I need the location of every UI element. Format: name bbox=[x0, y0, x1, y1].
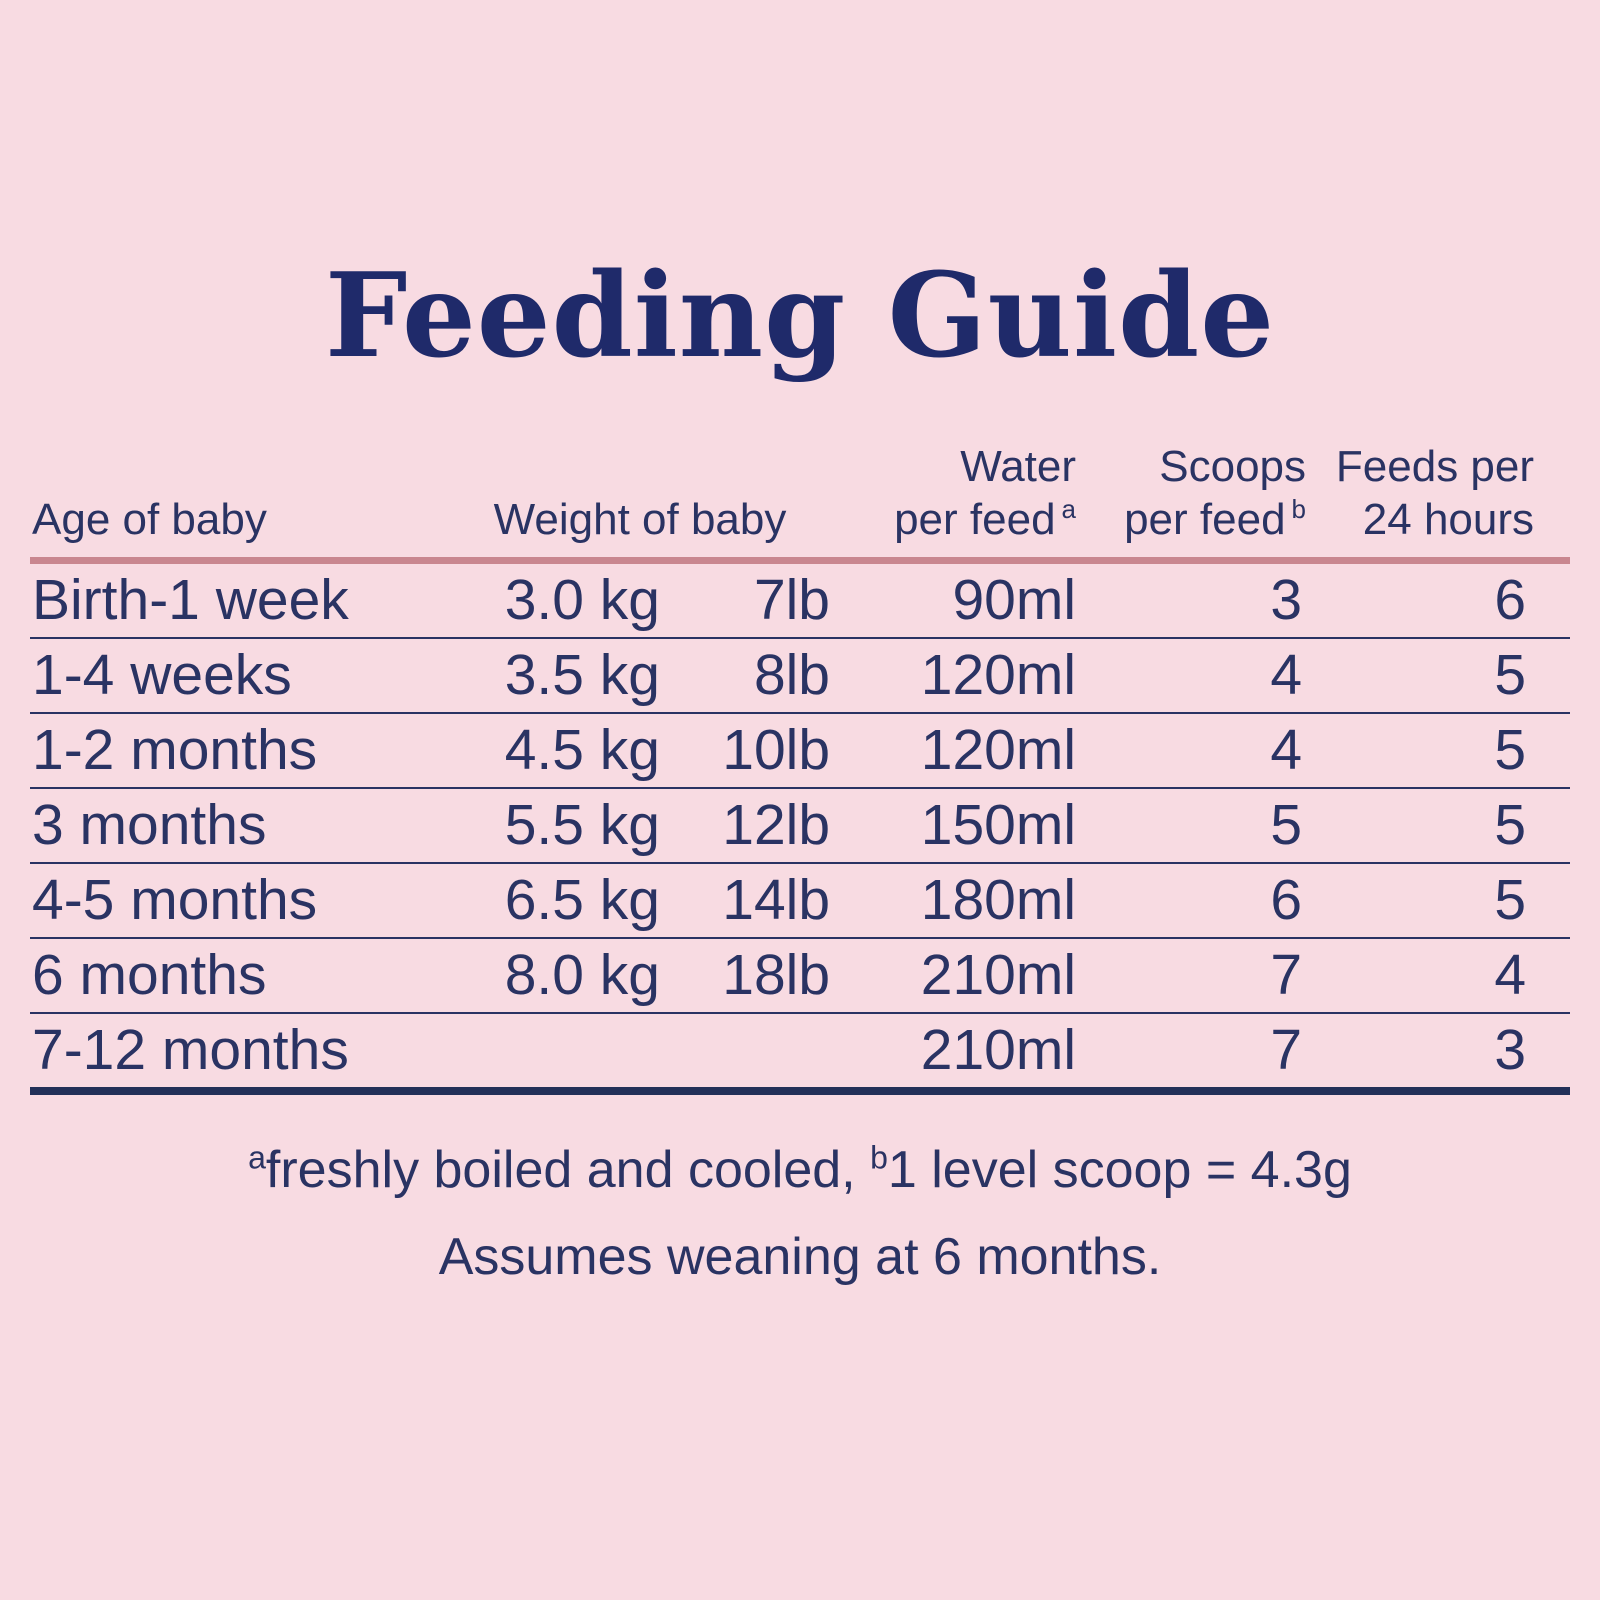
cell-scoops: 3 bbox=[1270, 567, 1303, 632]
header-feeds-line1: Feeds per bbox=[1335, 442, 1535, 491]
cell-weight-kg: 3.5 kg bbox=[504, 642, 660, 707]
cell-age: Birth-1 week bbox=[32, 567, 349, 632]
header-scoops-line1: Scoops bbox=[1159, 442, 1307, 491]
page-title: Feeding Guide bbox=[324, 248, 1275, 384]
header-weight-of-baby: Weight of baby bbox=[493, 494, 787, 544]
cell-weight-lb: 8lb bbox=[753, 642, 831, 707]
header-feeds-per-24-hours: Feeds per 24 hours bbox=[1310, 441, 1570, 560]
header-water-per-feed: Water per feed a bbox=[830, 441, 1080, 560]
cell-age: 3 months bbox=[32, 792, 267, 857]
header-water-line2: per feed bbox=[894, 494, 1056, 544]
cell-scoops: 5 bbox=[1270, 792, 1303, 857]
cell-water: 210ml bbox=[920, 942, 1077, 1007]
header-age-of-baby: Age of baby bbox=[32, 494, 267, 544]
cell-weight-lb: 14lb bbox=[722, 867, 831, 932]
table-row: 1-4 weeks 3.5 kg 8lb 120ml 4 5 bbox=[30, 637, 1571, 713]
footnotes: afreshly boiled and cooled, b1 level sco… bbox=[0, 1133, 1600, 1296]
cell-feeds: 5 bbox=[1494, 867, 1527, 932]
cell-weight-kg: 8.0 kg bbox=[504, 942, 660, 1007]
cell-water: 120ml bbox=[920, 717, 1077, 782]
cell-age: 6 months bbox=[32, 942, 267, 1007]
footnote-line-2: Assumes weaning at 6 months. bbox=[438, 1227, 1162, 1286]
cell-scoops: 4 bbox=[1270, 642, 1303, 707]
cell-scoops: 7 bbox=[1270, 942, 1303, 1007]
table-row: 4-5 months 6.5 kg 14lb 180ml 6 5 bbox=[30, 862, 1571, 938]
cell-feeds: 4 bbox=[1494, 942, 1527, 1007]
header-water-line1: Water bbox=[960, 442, 1077, 491]
footnote-text-a: freshly boiled and cooled, bbox=[265, 1140, 871, 1199]
cell-water: 180ml bbox=[920, 867, 1077, 932]
footnote-marker-b: b bbox=[1291, 494, 1307, 525]
cell-feeds: 5 bbox=[1494, 642, 1527, 707]
cell-scoops: 4 bbox=[1270, 717, 1303, 782]
cell-age: 4-5 months bbox=[32, 867, 318, 932]
cell-feeds: 5 bbox=[1494, 717, 1527, 782]
cell-water: 210ml bbox=[920, 1017, 1077, 1082]
table-header-row: Age of baby Weight of baby Water per fee… bbox=[30, 441, 1571, 561]
footnote-marker-b: b bbox=[870, 1139, 888, 1176]
footnote-text-b: 1 level scoop = 4.3g bbox=[887, 1140, 1352, 1199]
cell-weight-lb: 18lb bbox=[722, 942, 831, 1007]
cell-water: 90ml bbox=[952, 567, 1077, 632]
table-row: Birth-1 week 3.0 kg 7lb 90ml 3 6 bbox=[30, 560, 1570, 638]
cell-weight-kg: 6.5 kg bbox=[504, 867, 660, 932]
footnote-marker-a: a bbox=[1061, 494, 1077, 525]
cell-weight-lb: 10lb bbox=[722, 717, 831, 782]
feeding-guide-table: Age of baby Weight of baby Water per fee… bbox=[30, 441, 1571, 1095]
cell-water: 120ml bbox=[920, 642, 1077, 707]
cell-feeds: 6 bbox=[1494, 567, 1527, 632]
table-row: 1-2 months 4.5 kg 10lb 120ml 4 5 bbox=[30, 712, 1571, 788]
cell-age: 1-2 months bbox=[32, 717, 318, 782]
footnote-marker-a: a bbox=[248, 1139, 266, 1176]
cell-weight-lb bbox=[660, 1013, 830, 1091]
cell-weight-lb: 12lb bbox=[722, 792, 831, 857]
cell-age: 1-4 weeks bbox=[32, 642, 292, 707]
cell-feeds: 3 bbox=[1494, 1017, 1527, 1082]
table-row: 7-12 months 210ml 7 3 bbox=[30, 1012, 1571, 1091]
cell-weight-kg: 4.5 kg bbox=[504, 717, 660, 782]
header-scoops-line2: per feed bbox=[1124, 494, 1286, 544]
cell-weight-kg: 5.5 kg bbox=[504, 792, 660, 857]
table-row: 3 months 5.5 kg 12lb 150ml 5 5 bbox=[30, 787, 1571, 863]
footnote-line-1: afreshly boiled and cooled, b1 level sco… bbox=[0, 1133, 1600, 1208]
header-scoops-per-feed: Scoops per feed b bbox=[1080, 441, 1310, 560]
header-feeds-line2: 24 hours bbox=[1362, 494, 1535, 544]
cell-scoops: 6 bbox=[1270, 867, 1303, 932]
cell-scoops: 7 bbox=[1270, 1017, 1303, 1082]
cell-age: 7-12 months bbox=[32, 1017, 349, 1082]
table-row: 6 months 8.0 kg 18lb 210ml 7 4 bbox=[30, 937, 1571, 1013]
cell-water: 150ml bbox=[920, 792, 1077, 857]
cell-weight-kg bbox=[450, 1013, 660, 1091]
cell-weight-lb: 7lb bbox=[753, 567, 831, 632]
cell-feeds: 5 bbox=[1494, 792, 1527, 857]
cell-weight-kg: 3.0 kg bbox=[504, 567, 660, 632]
